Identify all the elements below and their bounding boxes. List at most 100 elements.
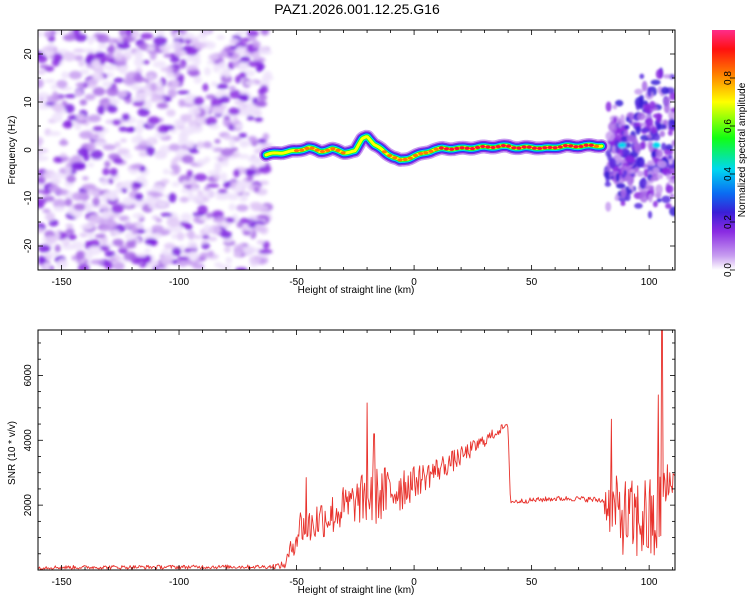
noise-blob [197,33,208,39]
cluster-blob [663,96,671,107]
noise-blob [170,56,180,63]
noise-blob [258,93,268,102]
noise-blob [146,146,155,157]
noise-blob [147,191,160,196]
noise-blob [136,119,146,125]
noise-blob [112,238,124,247]
noise-blob [75,89,83,98]
noise-blob [102,167,110,176]
noise-region [38,30,274,270]
ridge-core [469,146,475,151]
ridge-core [531,146,538,150]
noise-blob [80,223,94,230]
noise-blob [170,41,183,51]
ridge-core [547,145,553,150]
noise-blob [224,245,231,253]
cluster-blob [639,141,646,150]
noise-blob [38,148,49,153]
noise-blob [188,69,201,77]
cluster-blob [652,133,661,141]
noise-blob [244,81,257,86]
noise-blob [228,38,240,45]
noise-blob [125,240,133,249]
noise-blob [38,175,46,185]
cluster-blob [652,113,663,119]
noise-blob [229,90,243,99]
ridge-core [568,144,574,148]
noise-blob [252,51,260,60]
noise-blob [94,234,106,239]
noise-blob [144,238,157,246]
y-tick-label: 4000 [23,429,34,452]
cluster-blob [608,157,617,169]
ridge-core [335,148,341,152]
noise-blob [87,35,94,45]
ridge-core [516,146,522,150]
noise-blob [244,168,257,177]
noise-blob [117,90,128,98]
cluster-blob [672,158,675,168]
spectrogram-x-ticks: -150 -100 -50 0 50 100 [37,30,674,288]
cluster-blob [636,112,646,121]
y-tick-label: 6000 [23,364,34,387]
cluster-blob [642,100,648,105]
noise-blob [135,124,144,134]
noise-blob [38,156,45,162]
noise-blob [202,83,209,92]
noise-blob [242,230,252,236]
cluster-blob [625,157,636,164]
noise-blob [155,30,165,38]
noise-blob [131,225,138,235]
noise-blob [65,223,74,229]
noise-blob [155,218,163,223]
cluster-blob [616,182,626,189]
noise-blob [202,191,216,197]
noise-blob [44,30,52,38]
colorbar-tick-label: 0.6 [723,119,734,133]
noise-blob [112,261,125,270]
noise-blob [38,227,45,234]
ridge-core [485,145,491,149]
noise-blob [145,227,153,234]
noise-blob [156,267,171,270]
noise-blob [227,192,240,199]
noise-blob [143,99,152,110]
ridge-core [340,151,346,155]
noise-blob [88,214,102,223]
cluster-blob [638,99,644,110]
noise-blob [119,30,126,37]
cluster-blob [634,202,643,209]
noise-blob [254,117,263,122]
noise-blob [181,180,190,185]
noise-blob [131,96,145,102]
noise-blob [56,79,68,89]
noise-blob [100,209,111,220]
noise-blob [149,232,163,239]
noise-blob [166,217,181,228]
noise-blob [90,259,105,265]
ridge-core [583,143,589,147]
noise-blob [61,71,70,80]
noise-blob [90,149,104,160]
cluster-blob [670,107,675,113]
noise-blob [153,36,168,47]
ridge-core [407,156,413,160]
noise-blob [201,239,208,245]
ridge-core [480,144,486,149]
noise-blob [263,70,273,79]
noise-blob [41,51,55,56]
noise-blob [97,43,108,50]
noise-blob [184,47,198,56]
noise-blob [178,133,189,142]
noise-blob [79,99,88,106]
cluster-blob [655,149,664,159]
noise-blob [123,251,137,261]
noise-blob [52,198,66,209]
noise-blob [77,147,89,157]
noise-blob [262,133,270,141]
cluster-blob [662,74,672,79]
noise-blob [236,183,245,188]
page-title: PAZ1.2026.001.12.25.G16 [274,1,440,17]
noise-blob [210,105,225,115]
